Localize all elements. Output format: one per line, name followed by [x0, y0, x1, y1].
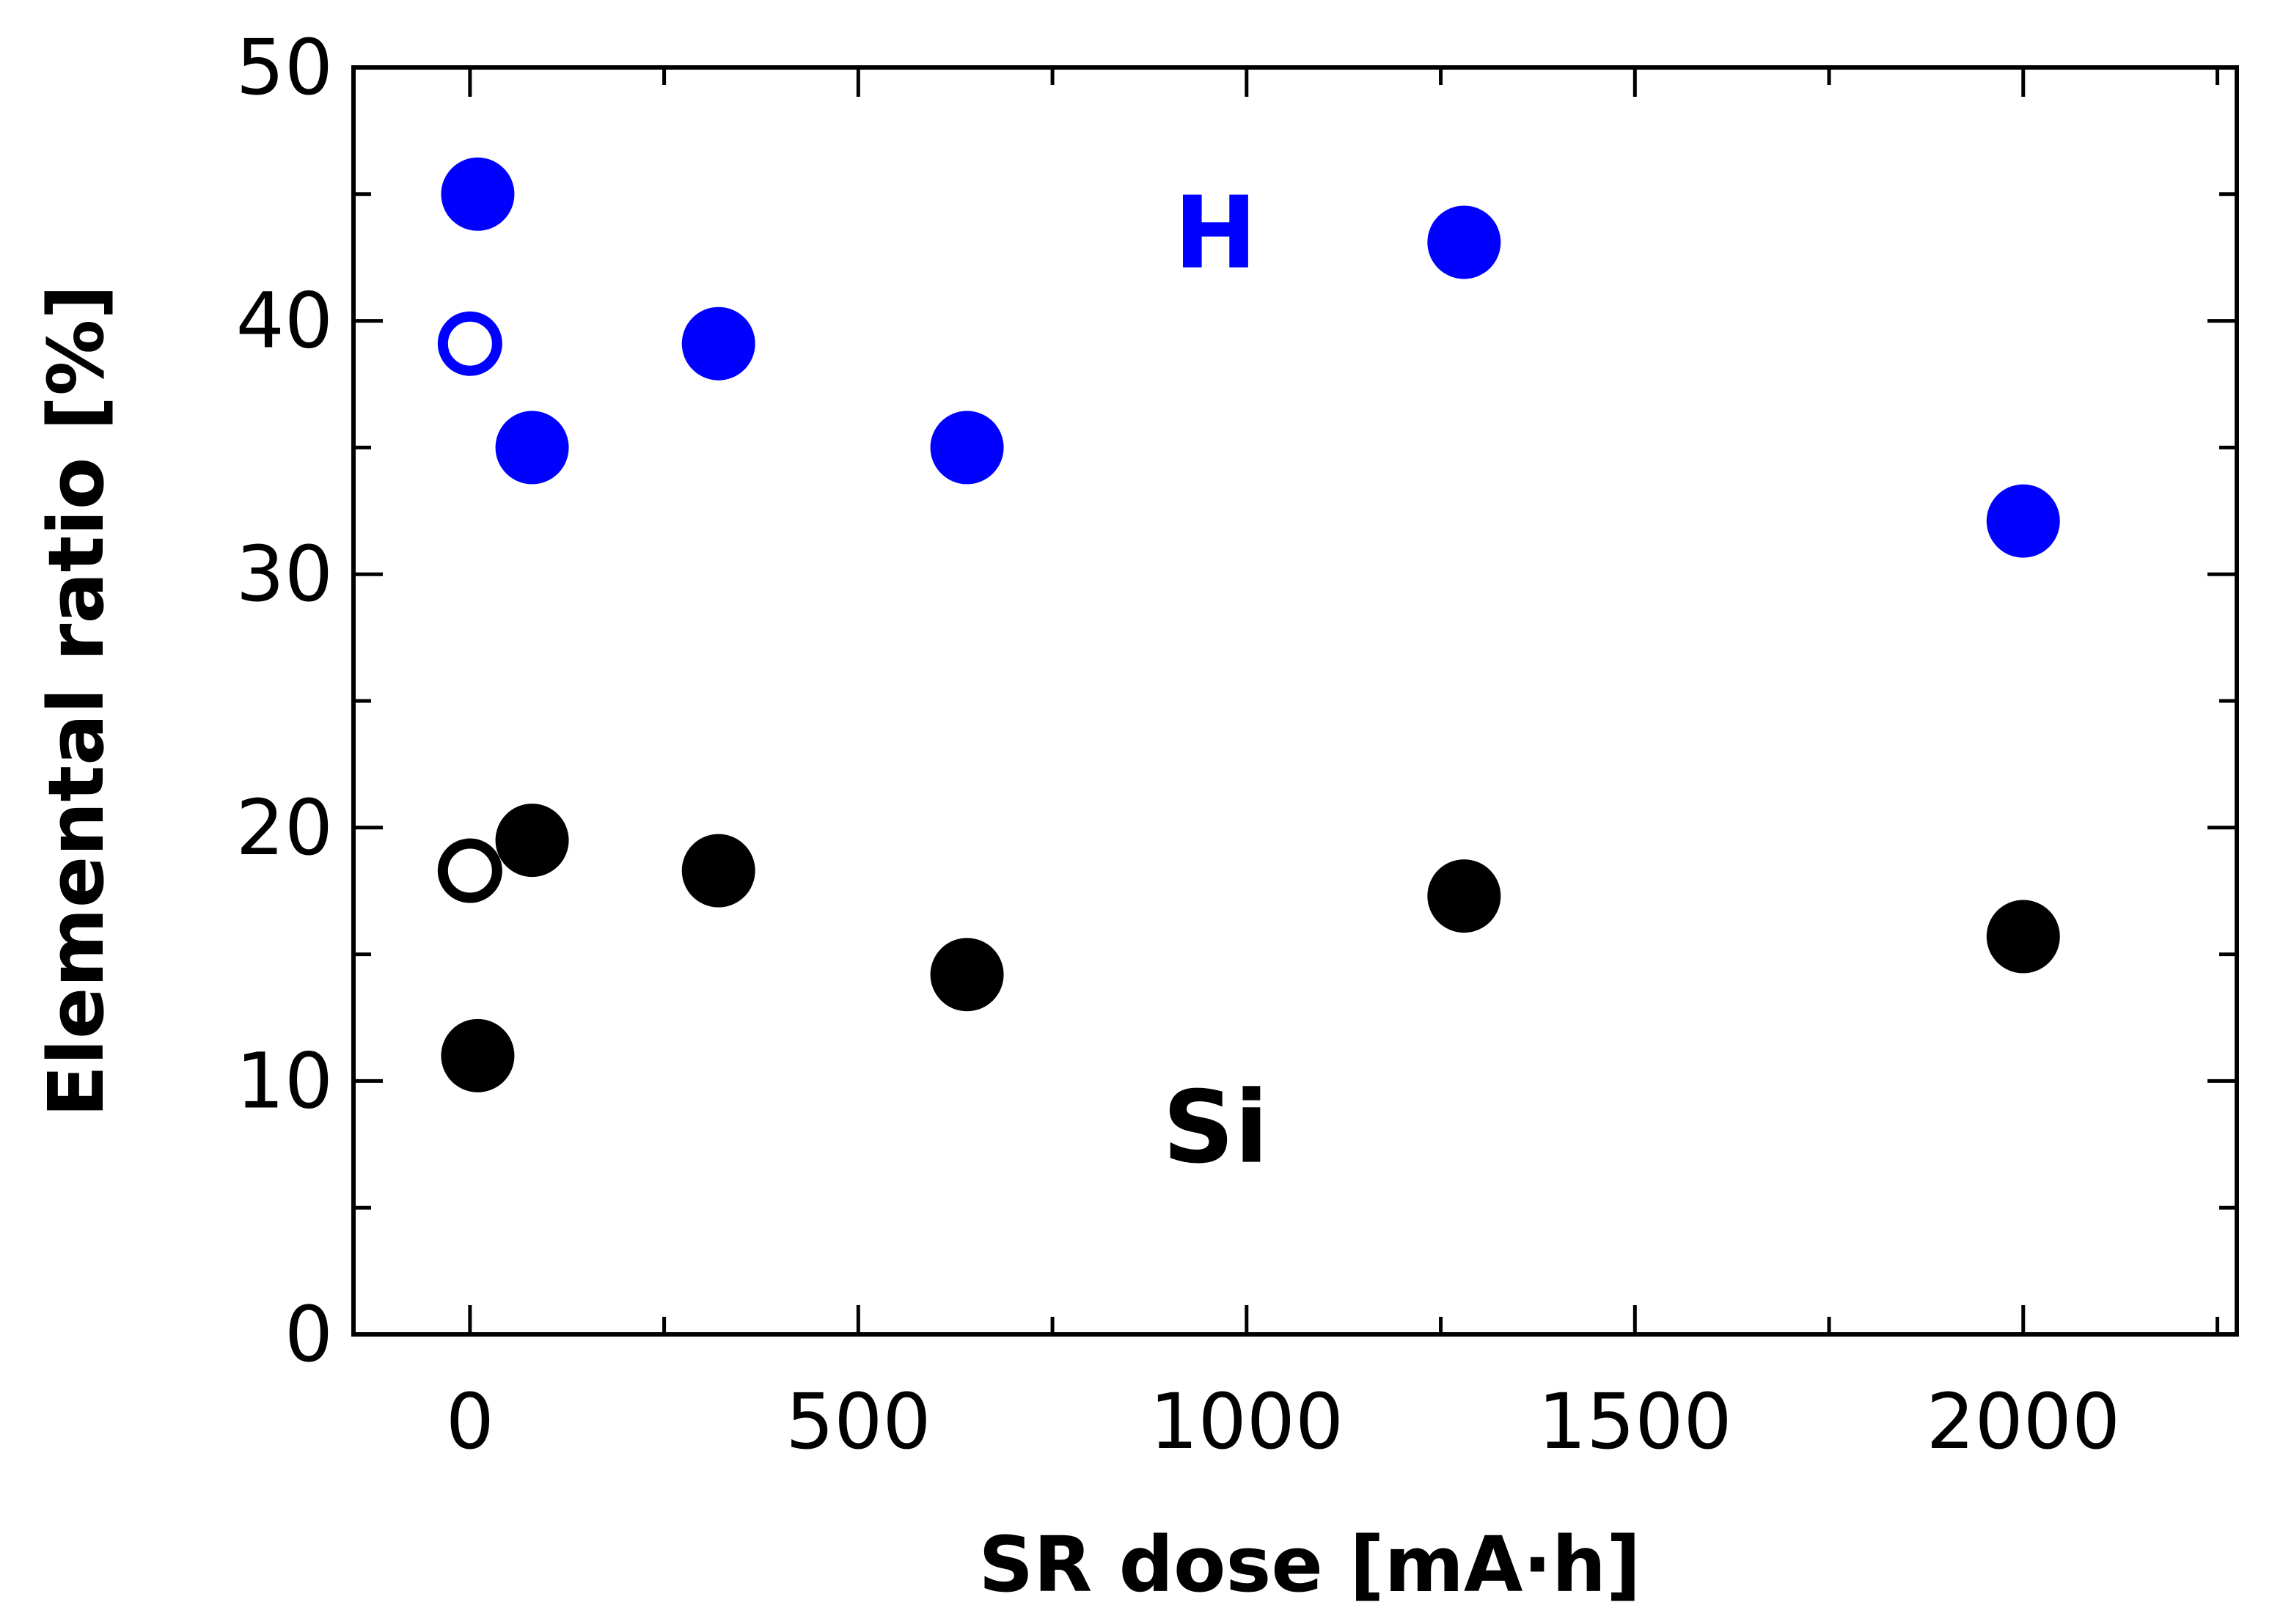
point-si-open: [437, 838, 502, 903]
y-tick-label: 40: [236, 276, 333, 366]
y-axis-title: Elemental ratio [%]: [32, 284, 121, 1117]
point-h-filled: [930, 411, 1004, 485]
y-tick-label: 10: [236, 1036, 333, 1125]
point-si-filled: [681, 834, 755, 908]
x-axis-title: SR dose [mA·h]: [978, 1520, 1641, 1609]
point-h-open: [437, 311, 502, 376]
point-si-filled: [495, 804, 569, 878]
point-h-filled: [1427, 205, 1501, 279]
point-h-filled: [495, 411, 569, 485]
point-h-filled: [681, 306, 755, 381]
point-si-filled: [1986, 900, 2060, 974]
point-si-filled: [930, 938, 1004, 1012]
x-tick-label: 0: [446, 1377, 494, 1466]
x-tick-label: 2000: [1926, 1377, 2120, 1466]
annotation-si: Si: [1162, 1070, 1269, 1186]
plot-frame: [351, 65, 2239, 1337]
point-si-filled: [1427, 859, 1501, 933]
y-tick-label: 30: [236, 529, 333, 619]
x-tick-label: 1500: [1538, 1377, 1732, 1466]
y-tick-label: 0: [285, 1290, 333, 1379]
annotation-h: H: [1174, 176, 1258, 292]
annotations: H Si: [1162, 176, 1269, 1186]
x-tick-label: 500: [785, 1377, 931, 1466]
y-tick-label: 50: [236, 23, 333, 112]
point-h-filled: [441, 157, 515, 231]
y-tick-label: 20: [236, 783, 333, 872]
data-points: [437, 157, 2060, 1092]
point-h-filled: [1986, 484, 2060, 558]
x-tick-label: 1000: [1149, 1377, 1344, 1466]
axis-ticks: [353, 65, 2237, 1337]
point-si-filled: [441, 1018, 515, 1092]
